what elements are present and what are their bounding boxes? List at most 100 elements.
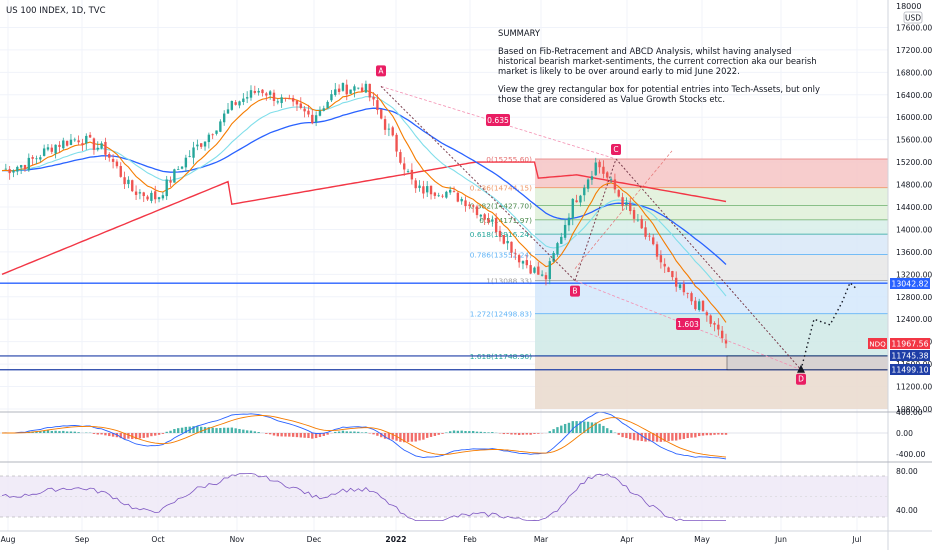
- candle-body: [392, 127, 394, 135]
- badge-last-price: 11967.56: [890, 338, 930, 349]
- macd-histogram-bar: [434, 433, 436, 436]
- time-tick-label: Sep: [75, 535, 89, 544]
- candle-body: [269, 91, 271, 95]
- svg-text:80.00: 80.00: [896, 467, 918, 476]
- candle-body: [169, 180, 171, 182]
- macd-histogram-bar: [238, 429, 240, 433]
- candle-body: [334, 89, 336, 95]
- candle-body: [123, 177, 125, 184]
- candle-body: [384, 119, 386, 130]
- candle-body: [514, 253, 516, 254]
- macd-histogram-bar: [311, 433, 313, 439]
- macd-histogram-bar: [415, 433, 417, 442]
- candle-body: [127, 180, 129, 184]
- macd-histogram-bar: [572, 421, 574, 433]
- candle-body: [315, 115, 317, 122]
- macd-histogram-bar: [277, 433, 279, 436]
- macd-histogram-bar: [219, 428, 221, 433]
- macd-histogram-bar: [679, 433, 681, 440]
- candle-body: [284, 98, 286, 99]
- ratio-cd-label: 1.603: [677, 320, 699, 329]
- candle-body: [679, 284, 681, 288]
- candle-body: [457, 193, 459, 202]
- svg-text:11967.56: 11967.56: [891, 340, 928, 349]
- macd-histogram-bar: [483, 432, 485, 433]
- macd-histogram-bar: [269, 433, 271, 434]
- candle-body: [587, 179, 589, 188]
- macd-histogram-bar: [74, 432, 76, 433]
- candle-body: [438, 195, 440, 196]
- candle-body: [376, 100, 378, 110]
- candle-body: [238, 101, 240, 105]
- candle-body: [407, 171, 409, 172]
- candle-body: [671, 271, 673, 277]
- macd-histogram-bar: [212, 428, 214, 433]
- macd-histogram-bar: [292, 433, 294, 437]
- candle-body: [434, 193, 436, 196]
- candle-body: [583, 188, 585, 196]
- macd-histogram-bar: [629, 433, 631, 439]
- candle-body: [698, 301, 700, 310]
- entry-box: [727, 356, 888, 370]
- macd-histogram-bar: [510, 433, 512, 435]
- macd-histogram-bar: [349, 432, 351, 433]
- time-tick-label: Apr: [620, 535, 634, 544]
- candle-body: [648, 236, 650, 237]
- candle-body: [687, 293, 689, 294]
- rsi-axis[interactable]: 80.00 40.00: [896, 467, 918, 515]
- candle-body: [610, 179, 612, 180]
- candle-body: [192, 147, 194, 157]
- macd-signal-line: [2, 416, 726, 458]
- candle-body: [476, 206, 478, 215]
- candle-body: [265, 93, 267, 95]
- fib-zone: [535, 281, 888, 314]
- candle-body: [104, 142, 106, 155]
- candle-body: [633, 210, 635, 219]
- candle-body: [721, 331, 723, 338]
- candle-body: [399, 152, 401, 163]
- candle-body: [204, 142, 206, 147]
- candle-body: [445, 192, 447, 198]
- macd-histogram-bar: [108, 433, 110, 436]
- macd-histogram-bar: [522, 433, 524, 435]
- fib-label: 1.272(12498.83): [470, 310, 532, 319]
- candle-body: [595, 163, 597, 176]
- macd-pane: [0, 412, 888, 459]
- candle-body: [618, 190, 620, 196]
- candle-body: [415, 180, 417, 188]
- macd-histogram-bar: [353, 432, 355, 433]
- candle-body: [227, 109, 229, 113]
- price-tick-label: 16400.00: [896, 91, 932, 100]
- macd-histogram-bar: [449, 431, 451, 433]
- candle-body: [614, 179, 616, 189]
- svg-text:11499.10: 11499.10: [891, 366, 928, 375]
- candle-body: [70, 140, 72, 145]
- macd-histogram-bar: [591, 422, 593, 433]
- candle-body: [656, 244, 658, 256]
- macd-axis[interactable]: 400.00 0.00 -400.00: [896, 408, 925, 459]
- macd-histogram-bar: [196, 426, 198, 433]
- candle-body: [449, 190, 451, 193]
- macd-histogram-bar: [365, 432, 367, 433]
- macd-histogram-bar: [372, 433, 374, 434]
- candle-body: [575, 200, 577, 202]
- badge-13042: 13042.82: [890, 278, 930, 289]
- candle-body: [280, 97, 282, 103]
- macd-histogram-bar: [376, 433, 378, 436]
- macd-histogram-bar: [560, 426, 562, 433]
- price-tick-label: 13200.00: [896, 270, 932, 279]
- candle-body: [564, 225, 566, 238]
- macd-histogram-bar: [506, 433, 508, 434]
- ratio-ab-label: 0.635: [487, 116, 509, 125]
- macd-histogram-bar: [242, 430, 244, 433]
- candle-body: [602, 167, 604, 174]
- macd-histogram-bar: [537, 433, 539, 434]
- macd-histogram-bar: [66, 431, 68, 433]
- candle-body: [212, 134, 214, 135]
- macd-histogram-bar: [284, 433, 286, 437]
- candle-body: [85, 136, 87, 144]
- candle-body: [629, 204, 631, 212]
- macd-histogram-bar: [633, 433, 635, 440]
- symbol-title[interactable]: US 100 INDEX, 1D, TVC: [6, 6, 106, 16]
